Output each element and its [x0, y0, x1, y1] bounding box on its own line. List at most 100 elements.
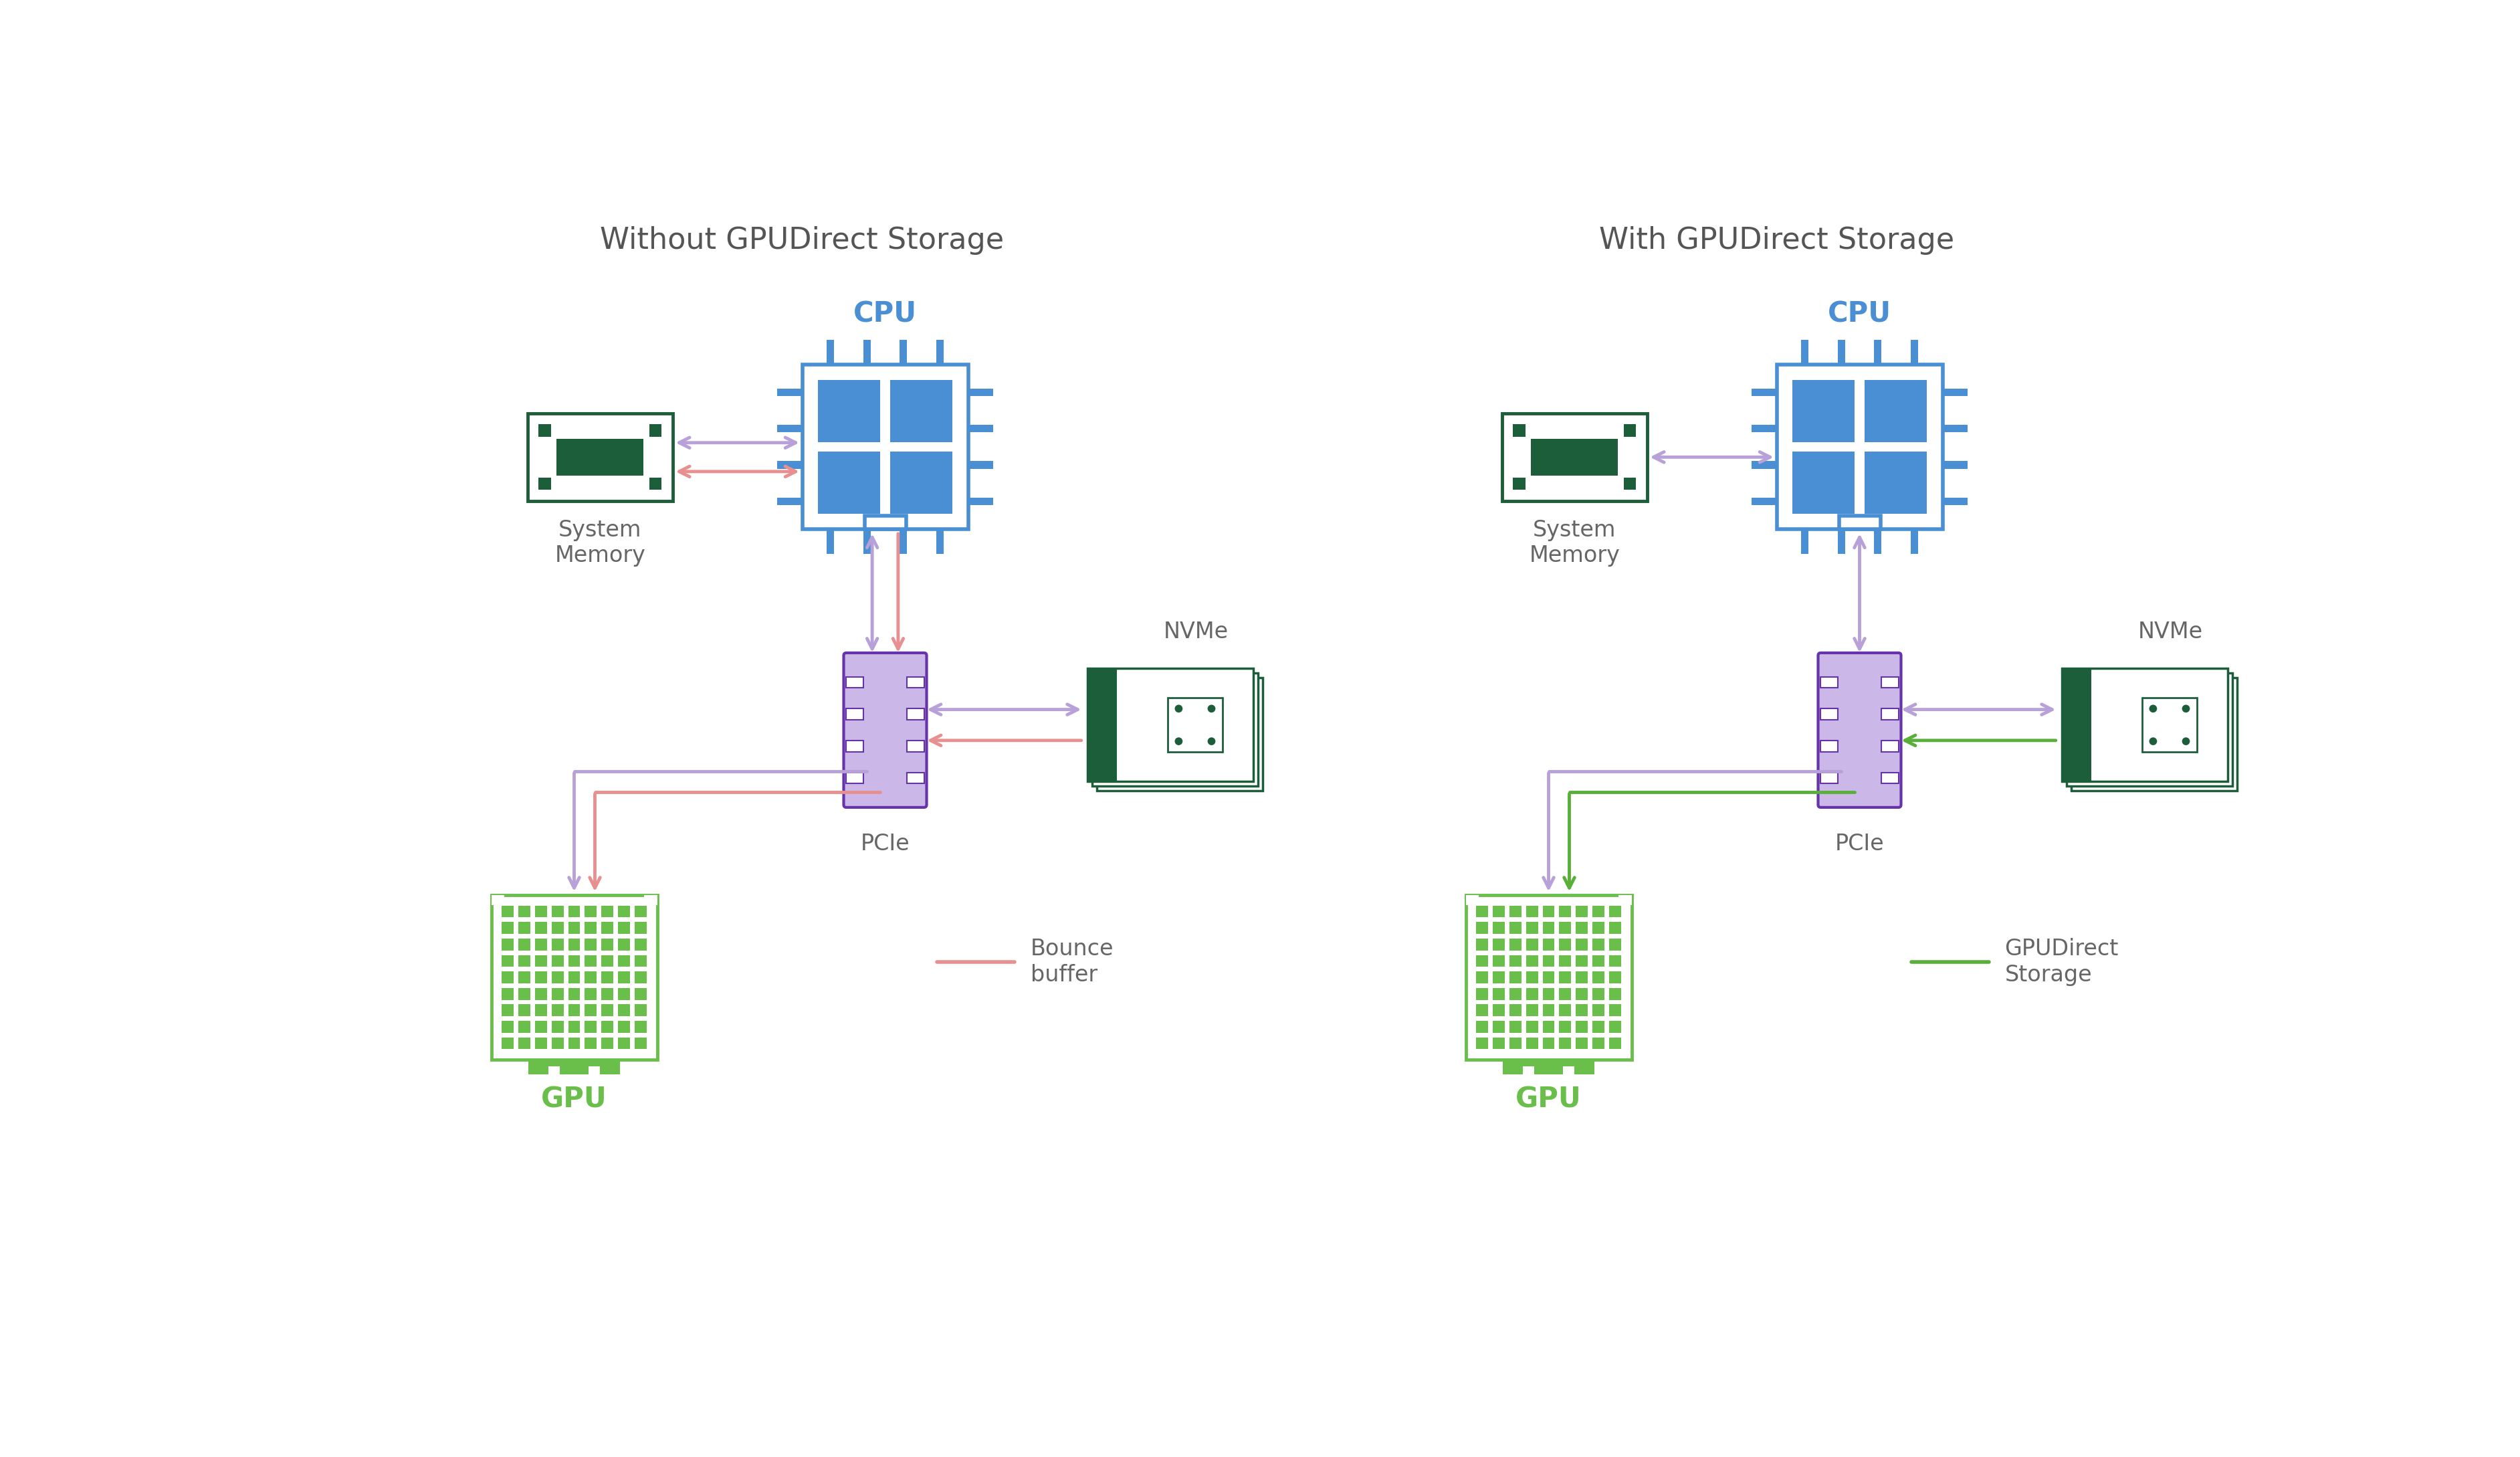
Bar [552, 988, 564, 1000]
Bar [1882, 772, 1898, 784]
Bar [602, 905, 612, 918]
Bar [534, 1021, 547, 1033]
Bar [847, 676, 864, 688]
Bar [1492, 972, 1504, 983]
Bar [585, 954, 597, 967]
Bar [1593, 905, 1605, 918]
Bar [1608, 954, 1620, 967]
Bar [935, 529, 942, 554]
Bar [827, 339, 834, 364]
Bar [501, 938, 514, 950]
Bar [1509, 938, 1522, 950]
Bar [776, 389, 801, 396]
Bar [1792, 380, 1855, 441]
Bar [519, 938, 529, 950]
Bar [1560, 905, 1570, 918]
Bar [1608, 1021, 1620, 1033]
Bar [635, 954, 648, 967]
Bar [864, 516, 905, 529]
Bar [1560, 1021, 1570, 1033]
Text: CPU: CPU [854, 300, 917, 328]
Bar [1882, 708, 1898, 720]
Bar [1542, 988, 1555, 1000]
Bar [847, 740, 864, 752]
Bar [519, 922, 529, 934]
Bar [864, 529, 869, 554]
Bar [635, 938, 648, 950]
Bar [847, 772, 864, 784]
Text: NVMe: NVMe [1164, 621, 1230, 643]
Bar [1819, 708, 1837, 720]
Bar [907, 740, 925, 752]
Bar [1575, 938, 1588, 950]
Bar [1608, 1037, 1620, 1049]
Bar [519, 1004, 529, 1017]
Bar [1096, 678, 1263, 791]
Bar [567, 988, 580, 1000]
Bar [900, 339, 907, 364]
Bar [501, 1004, 514, 1017]
Bar [1477, 905, 1489, 918]
Bar [534, 988, 547, 1000]
Circle shape [2150, 737, 2157, 745]
Bar [534, 1037, 547, 1049]
Bar [1608, 972, 1620, 983]
Bar [602, 922, 612, 934]
Bar [2142, 698, 2197, 752]
Bar [1882, 708, 1898, 720]
Bar [1882, 772, 1898, 784]
Bar [1477, 954, 1489, 967]
Text: Bounce
buffer: Bounce buffer [1031, 938, 1114, 986]
Bar [635, 1021, 648, 1033]
Bar [1467, 895, 1479, 905]
Bar [1512, 424, 1525, 437]
Bar [1502, 414, 1648, 501]
Bar [1882, 740, 1898, 752]
Bar [1477, 1037, 1489, 1049]
Bar [529, 1059, 620, 1075]
Bar [1509, 922, 1522, 934]
Bar [1086, 669, 1116, 781]
Bar [1527, 905, 1537, 918]
Bar [602, 972, 612, 983]
Bar [1608, 922, 1620, 934]
Bar [585, 988, 597, 1000]
Bar [501, 954, 514, 967]
Bar [635, 972, 648, 983]
Bar [527, 414, 673, 501]
Bar [1575, 1021, 1588, 1033]
Bar [801, 364, 968, 529]
Bar [816, 380, 879, 441]
Bar [1560, 938, 1570, 950]
Bar [1802, 529, 1809, 554]
Bar [534, 922, 547, 934]
Bar [1527, 1021, 1537, 1033]
Bar [1477, 988, 1489, 1000]
Bar [585, 922, 597, 934]
Bar [1943, 389, 1968, 396]
Bar [534, 972, 547, 983]
Bar [1943, 497, 1968, 506]
Bar [1593, 938, 1605, 950]
Bar [1777, 364, 1943, 529]
Bar [1819, 676, 1837, 688]
Circle shape [1207, 705, 1215, 712]
Bar [1882, 676, 1898, 688]
Bar [617, 938, 630, 950]
Bar [847, 708, 864, 720]
Bar [1560, 954, 1570, 967]
Circle shape [1207, 737, 1215, 745]
Bar [1502, 1059, 1595, 1075]
Bar [1575, 922, 1588, 934]
Bar [1542, 905, 1555, 918]
Bar [2066, 673, 2233, 787]
Bar [907, 772, 925, 784]
Bar [539, 478, 552, 490]
Bar [1509, 1021, 1522, 1033]
Bar [847, 708, 864, 720]
Bar [1751, 389, 1777, 396]
Bar [907, 708, 925, 720]
Bar [587, 1067, 600, 1075]
Bar [1819, 772, 1837, 784]
Bar [585, 1037, 597, 1049]
